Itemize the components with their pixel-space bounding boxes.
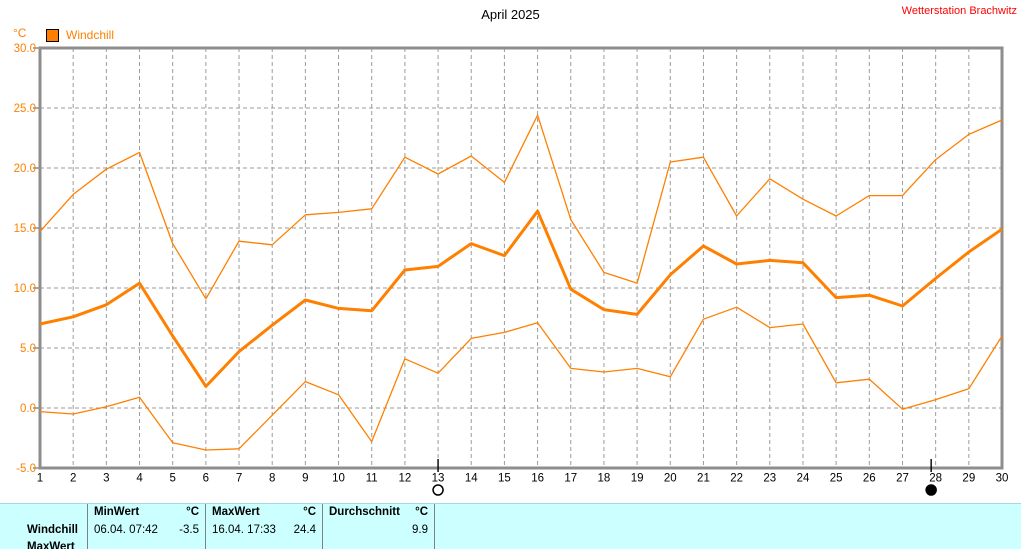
svg-text:20.0: 20.0: [14, 163, 36, 175]
row-maxwert-label: MaxWert: [0, 539, 88, 549]
minwert-header-unit: °C: [186, 506, 199, 518]
svg-text:10.0: 10.0: [14, 283, 36, 295]
svg-text:5: 5: [169, 473, 175, 485]
x-axis-labels: 1 2 3 4 5 6 7 8 9 10 11 12 13 14 15 16 17 18 19 20 21 22 23 24 2…: [37, 473, 1009, 485]
windchill-max-datetime: 16.04. 17:33: [212, 524, 276, 536]
svg-text:0.0: 0.0: [20, 403, 36, 415]
svg-text:16: 16: [531, 473, 544, 485]
svg-text:30.0: 30.0: [14, 43, 36, 55]
svg-text:17: 17: [564, 473, 577, 485]
svg-text:1: 1: [37, 473, 43, 485]
svg-text:26: 26: [863, 473, 876, 485]
svg-text:11: 11: [366, 473, 378, 485]
svg-text:2: 2: [70, 473, 76, 485]
durchschnitt-header-label: Durchschnitt: [329, 506, 400, 518]
full-moon-icon: [432, 484, 444, 496]
row-windchill-min-cell: 06.04. 07:42 -3.5: [88, 522, 206, 539]
svg-text:29: 29: [962, 473, 975, 485]
svg-text:10: 10: [332, 473, 345, 485]
station-name: Wetterstation Brachwitz: [901, 5, 1017, 17]
svg-text:21: 21: [697, 473, 710, 485]
svg-text:18: 18: [598, 473, 611, 485]
y-axis-labels: 30.0 25.0 20.0 15.0 10.0 5.0 0.0 -5.0: [14, 43, 39, 475]
svg-text:15.0: 15.0: [14, 223, 36, 235]
row-maxwert-max-cell: [206, 539, 323, 549]
row-windchill-avg-cell: 9.9: [323, 522, 435, 539]
windchill-avg-value: 9.9: [412, 524, 428, 536]
maxwert-header-label: MaxWert: [212, 506, 260, 518]
svg-text:27: 27: [896, 473, 909, 485]
row-maxwert-spacer: [435, 539, 1021, 549]
svg-text:5.0: 5.0: [20, 343, 36, 355]
windchill-min-datetime: 06.04. 07:42: [94, 524, 158, 536]
svg-text:13: 13: [432, 473, 445, 485]
row-maxwert-min-cell: [88, 539, 206, 549]
chart-frame: [38, 46, 1004, 470]
svg-text:30: 30: [996, 473, 1009, 485]
svg-text:25: 25: [830, 473, 843, 485]
summary-table: MinWert °C MaxWert °C Durchschnitt °C Wi…: [0, 503, 1021, 549]
svg-text:14: 14: [465, 473, 478, 485]
y-gridlines: [40, 107, 1002, 409]
svg-text:25.0: 25.0: [14, 103, 36, 115]
maxwert-header-unit: °C: [303, 506, 316, 518]
svg-text:19: 19: [631, 473, 644, 485]
svg-text:3: 3: [103, 473, 109, 485]
windchill-min-value: -3.5: [179, 524, 199, 536]
row-maxwert-avg-cell: [323, 539, 435, 549]
svg-text:-5.0: -5.0: [16, 463, 36, 475]
svg-text:12: 12: [398, 473, 411, 485]
svg-text:28: 28: [929, 473, 942, 485]
windchill-line-chart: 30.025.020.015.010.05.00.0-5.01 2 3 4 5 6 7 8 9 1…: [14, 43, 1009, 496]
svg-text:15: 15: [498, 473, 511, 485]
x-gridlines: [72, 48, 970, 468]
chart-legend: Windchill: [46, 28, 114, 42]
table-header-maxwert: MaxWert °C: [206, 504, 323, 522]
durchschnitt-header-unit: °C: [415, 506, 428, 518]
table-header-empty-cell: [0, 504, 88, 522]
svg-text:22: 22: [730, 473, 743, 485]
svg-text:8: 8: [269, 473, 275, 485]
svg-text:7: 7: [236, 473, 242, 485]
windchill-max-value: 24.4: [293, 524, 316, 536]
row-windchill-spacer: [435, 522, 1021, 539]
row-windchill-max-cell: 16.04. 17:33 24.4: [206, 522, 323, 539]
windchill-legend-label: Windchill: [66, 28, 115, 42]
y-axis-unit-label: °C: [13, 26, 27, 40]
table-header-minwert: MinWert °C: [88, 504, 206, 522]
row-windchill-label: Windchill: [0, 522, 88, 539]
series-windchill-daily-max: [39, 114, 1003, 300]
svg-text:9: 9: [302, 473, 308, 485]
windchill-legend-swatch-icon: [46, 28, 59, 42]
minwert-header-label: MinWert: [94, 506, 140, 518]
svg-text:4: 4: [136, 473, 143, 485]
series-windchill-daily-min: [39, 306, 1003, 451]
svg-text:20: 20: [664, 473, 677, 485]
moon-phase-markers: [432, 459, 937, 496]
table-header-spacer: [435, 504, 1021, 522]
new-moon-icon: [925, 484, 937, 496]
svg-text:6: 6: [203, 473, 209, 485]
svg-text:23: 23: [763, 473, 776, 485]
series-windchill-daily-mean: [39, 209, 1003, 388]
table-header-durchschnitt: Durchschnitt °C: [323, 504, 435, 522]
svg-text:24: 24: [797, 473, 810, 485]
page-title: April 2025: [481, 7, 540, 22]
